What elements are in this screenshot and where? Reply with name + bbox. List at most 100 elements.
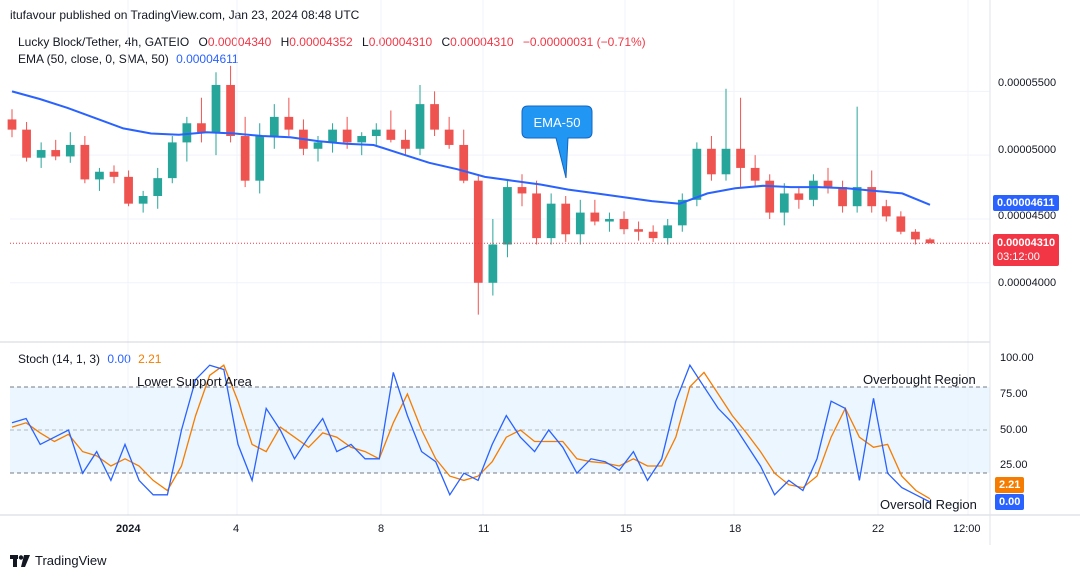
candle-up <box>182 123 192 143</box>
low-value: 0.00004310 <box>368 35 433 49</box>
stoch-label: Stoch (14, 1, 3) <box>18 352 101 366</box>
candle-up <box>692 148 702 200</box>
candle-down <box>22 129 31 158</box>
ema-callout: EMA-50 <box>521 105 593 179</box>
stoch-tick: 50.00 <box>1000 424 1028 436</box>
oversold-label: Oversold Region <box>880 497 977 512</box>
candle-down <box>707 148 716 175</box>
ema-price-tag: 0.00004611 <box>993 195 1059 211</box>
candles-group <box>7 65 935 315</box>
candle-down <box>750 167 760 181</box>
candle-up <box>65 144 75 157</box>
candle-up <box>605 218 614 222</box>
candle-up <box>546 203 556 239</box>
open-label: O <box>198 35 208 49</box>
stoch-legend: Stoch (14, 1, 3) 0.00 2.21 <box>18 352 161 366</box>
candle-down <box>765 180 775 213</box>
stoch-k-value: 0.00 <box>107 352 131 366</box>
candle-up <box>138 196 148 204</box>
price-tick: 0.00005000 <box>998 144 1057 156</box>
candle-up <box>677 199 687 226</box>
candle-down <box>517 187 527 194</box>
stoch-k-tag: 0.00 <box>995 494 1025 510</box>
time-tick: 11 <box>478 523 490 535</box>
candle-up <box>575 212 585 235</box>
time-tick: 2024 <box>116 523 141 535</box>
candle-down <box>473 180 483 283</box>
time-tick: 8 <box>378 523 385 535</box>
candle-up <box>269 116 279 137</box>
lower-support-label: Lower Support Area <box>137 374 252 389</box>
change-value: −0.00000031 (−0.71%) <box>522 35 646 49</box>
candle-up <box>95 171 104 180</box>
ema-line <box>11 90 931 206</box>
candle-up <box>488 244 498 283</box>
candle-up <box>503 187 512 245</box>
candle-down <box>867 187 877 207</box>
candle-down <box>634 229 643 232</box>
tradingview-icon <box>10 554 30 567</box>
time-tick: 15 <box>620 523 633 535</box>
stoch-tick: 100.00 <box>1000 352 1034 364</box>
candle-up <box>371 129 381 137</box>
candle-down <box>226 84 235 137</box>
stoch-d-line <box>11 364 931 500</box>
high-label: H <box>280 35 290 49</box>
price-tick: 0.00004000 <box>998 277 1057 289</box>
candle-down <box>197 123 206 133</box>
overbought-label: Overbought Region <box>863 372 976 387</box>
candle-down <box>648 231 658 239</box>
price-tick: 0.00004500 <box>998 210 1057 222</box>
stoch-tick: 75.00 <box>1000 388 1028 400</box>
candle-up <box>809 180 818 200</box>
bar-countdown: 03:12:00 <box>997 251 1040 263</box>
tradingview-logo[interactable]: TradingView <box>10 553 107 568</box>
time-tick: 18 <box>729 523 742 535</box>
candle-up <box>663 225 673 239</box>
candle-down <box>881 206 891 217</box>
ema-callout-text: EMA-50 <box>534 115 581 130</box>
candle-down <box>736 148 745 168</box>
publisher-line: itufavour published on TradingView.com, … <box>10 8 360 22</box>
candle-down <box>838 187 847 207</box>
time-tick: 4 <box>233 523 240 535</box>
symbol-legend: Lucky Block/Tether, 4h, GATEIO O0.000043… <box>18 35 646 49</box>
candle-up <box>721 148 731 175</box>
candle-down <box>342 129 352 143</box>
high-value: 0.00004352 <box>289 35 353 49</box>
candle-up <box>313 142 323 149</box>
candle-down <box>7 119 17 130</box>
candle-down <box>459 144 469 181</box>
candle-down <box>109 171 119 177</box>
stoch-d-value: 2.21 <box>138 352 162 366</box>
candle-up <box>153 178 163 196</box>
close-value: 0.00004310 <box>450 35 514 49</box>
candle-down <box>444 129 454 145</box>
close-label: C <box>441 35 451 49</box>
candle-down <box>532 193 541 239</box>
candle-up <box>852 187 862 207</box>
price-tick: 0.00005500 <box>998 77 1057 89</box>
candle-down <box>561 203 571 235</box>
candle-down <box>619 218 629 230</box>
candle-up <box>167 142 177 179</box>
candle-down <box>590 212 600 222</box>
candle-up <box>357 136 367 143</box>
candle-down <box>794 193 804 200</box>
footer-brand: TradingView <box>35 553 107 568</box>
last-price-tag: 0.00004310 03:12:00 <box>993 234 1060 266</box>
low-label: L <box>362 35 369 49</box>
candle-down <box>925 239 935 244</box>
candle-down <box>284 116 294 130</box>
candle-down <box>386 129 396 140</box>
candle-down <box>823 180 833 188</box>
candle-down <box>896 216 906 232</box>
candle-up <box>779 193 789 213</box>
candle-up <box>211 84 221 133</box>
candle-down <box>80 144 90 180</box>
candle-up <box>255 136 265 181</box>
candle-down <box>240 136 250 181</box>
candle-up <box>328 129 337 143</box>
stoch-k-line <box>11 363 931 503</box>
